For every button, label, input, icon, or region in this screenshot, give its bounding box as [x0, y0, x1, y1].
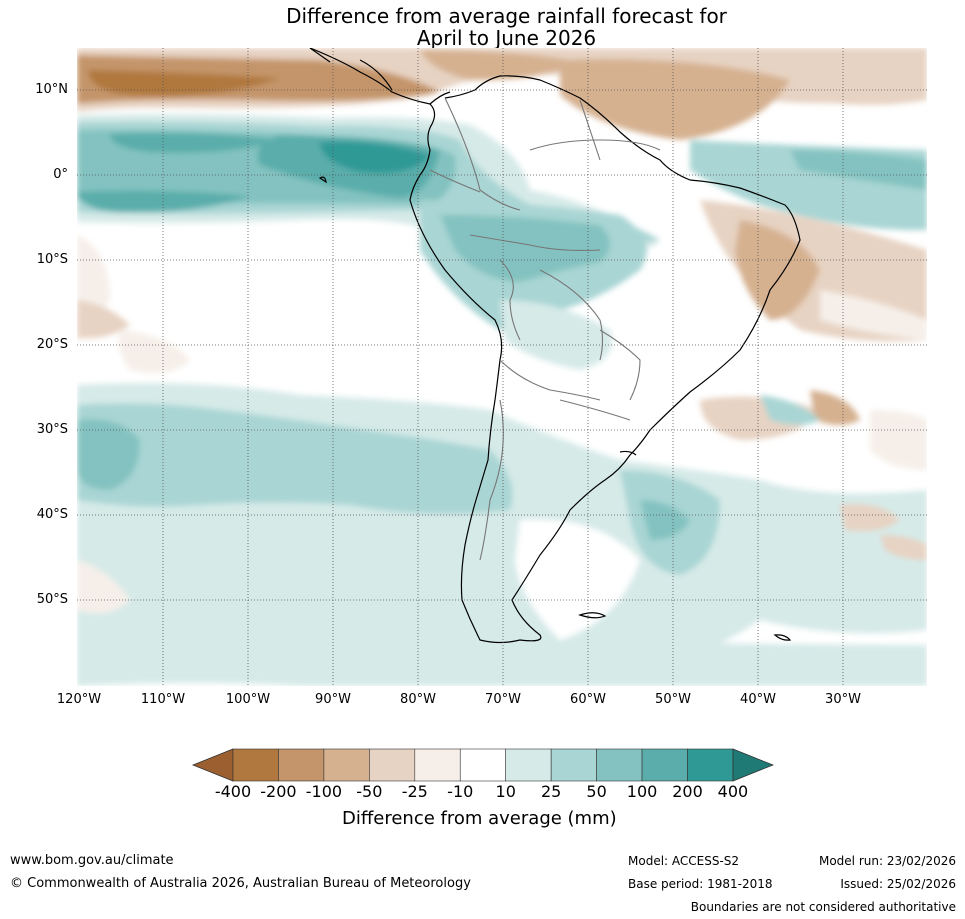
lat-label-0: 0° [53, 167, 68, 182]
lat-label-40s: 40°S [36, 507, 68, 522]
colorbar-swatch [505, 748, 552, 782]
colorbar-swatch [459, 748, 507, 782]
copyright-text: © Commonwealth of Australia 2026, Austra… [10, 876, 471, 891]
lat-label-50s: 50°S [36, 592, 68, 607]
issued-text: Issued: 25/02/2026 [840, 877, 956, 891]
colorbar-swatch [414, 748, 461, 782]
lon-label-40w: 40°W [740, 692, 776, 707]
lon-label-90w: 90°W [315, 692, 351, 707]
lon-label-120w: 120°W [56, 692, 102, 707]
central-america-coastline [309, 48, 451, 105]
colorbar-tick-label: 25 [540, 782, 562, 801]
colorbar-tick-label: -100 [305, 782, 343, 801]
title-line-1: Difference from average rainfall forecas… [286, 4, 727, 28]
country-borders [429, 97, 661, 561]
colorbar-swatch [323, 748, 370, 782]
colorbar-swatch [232, 748, 279, 782]
website-link[interactable]: www.bom.gov.au/climate [10, 853, 174, 868]
disclaimer-text: Boundaries are not considered authoritat… [690, 900, 956, 914]
colorbar-arrow-high [732, 748, 775, 782]
colorbar-swatch [278, 748, 325, 782]
islands [318, 176, 792, 641]
colorbar-swatch [641, 748, 688, 782]
lat-label-10s: 10°S [36, 252, 68, 267]
lon-label-70w: 70°W [485, 692, 521, 707]
colorbar-tick-label: -200 [260, 782, 297, 801]
graticule [77, 48, 927, 686]
colorbar-tick-label: 200 [672, 782, 703, 801]
colorbar-tick-label: 10 [495, 782, 516, 801]
colorbar-tick-label: -10 [447, 782, 474, 801]
lon-label-30w: 30°W [825, 692, 861, 707]
lon-label-80w: 80°W [400, 692, 436, 707]
colorbar-title: Difference from average (mm) [342, 808, 617, 829]
map-panel [77, 48, 927, 686]
lat-label-30s: 30°S [36, 422, 68, 437]
colorbar-tick-label: 400 [717, 782, 749, 801]
colorbar-tick-label: -50 [356, 782, 383, 801]
model-text: Model: ACCESS-S2 [628, 854, 740, 868]
colorbar [191, 748, 775, 782]
colorbar-arrow-low [191, 748, 234, 782]
lat-label-10n: 10°N [35, 82, 68, 97]
base-period-text: Base period: 1981-2018 [628, 877, 773, 891]
lon-label-50w: 50°W [655, 692, 691, 707]
lon-label-60w: 60°W [570, 692, 606, 707]
colorbar-swatch [550, 748, 597, 782]
colorbar-swatch [596, 748, 643, 782]
lon-label-110w: 110°W [140, 692, 186, 707]
model-run-text: Model run: 23/02/2026 [818, 854, 956, 868]
lon-label-100w: 100°W [225, 692, 271, 707]
colorbar-tick-label: 100 [626, 782, 658, 801]
colorbar-tick-label: -25 [401, 782, 428, 801]
colorbar-swatch [369, 748, 416, 782]
colorbar-swatch [687, 748, 734, 782]
lat-label-20s: 20°S [36, 337, 68, 352]
colorbar-tick-label: -400 [214, 782, 252, 801]
title-line-2: April to June 2026 [416, 26, 597, 50]
rainfall-anomaly-fields [77, 48, 927, 686]
colorbar-tick-label: 50 [586, 782, 607, 801]
